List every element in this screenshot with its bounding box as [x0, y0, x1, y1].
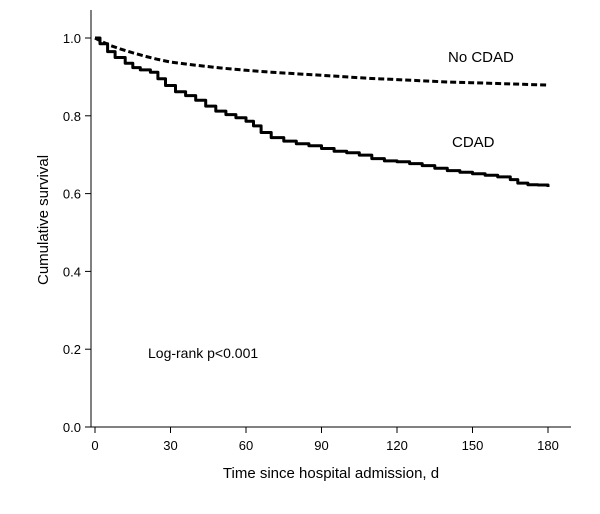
- y-tick-label: 0.6: [63, 187, 81, 202]
- x-tick-label: 90: [314, 438, 328, 453]
- y-tick-label: 0.8: [63, 109, 81, 124]
- x-axis-ticks: 0 30 60 90 120 150 180: [91, 427, 559, 453]
- axes: [90, 10, 571, 428]
- x-tick-label: 150: [462, 438, 484, 453]
- x-tick-label: 30: [163, 438, 177, 453]
- y-tick-label: 0.2: [63, 342, 81, 357]
- series-label-no-cdad: No CDAD: [448, 49, 514, 66]
- log-rank-annotation: Log-rank p<0.001: [148, 345, 258, 361]
- y-axis-ticks: 0.0 0.2 0.4 0.6 0.8 1.0: [63, 31, 91, 435]
- series-line-no-cdad: [94, 36, 549, 87]
- series-line-cdad: [95, 36, 550, 187]
- x-axis-title: Time since hospital admission, d: [223, 465, 439, 482]
- series-label-cdad: CDAD: [452, 134, 495, 151]
- y-tick-label: 0.4: [63, 264, 81, 279]
- x-tick-label: 120: [386, 438, 408, 453]
- x-tick-label: 60: [239, 438, 253, 453]
- y-axis-title: Cumulative survival: [35, 155, 52, 285]
- x-tick-label: 0: [91, 438, 98, 453]
- x-tick-label: 180: [537, 438, 559, 453]
- series-layer: [94, 36, 550, 187]
- y-tick-label: 1.0: [63, 31, 81, 46]
- y-tick-label: 0.0: [63, 420, 81, 435]
